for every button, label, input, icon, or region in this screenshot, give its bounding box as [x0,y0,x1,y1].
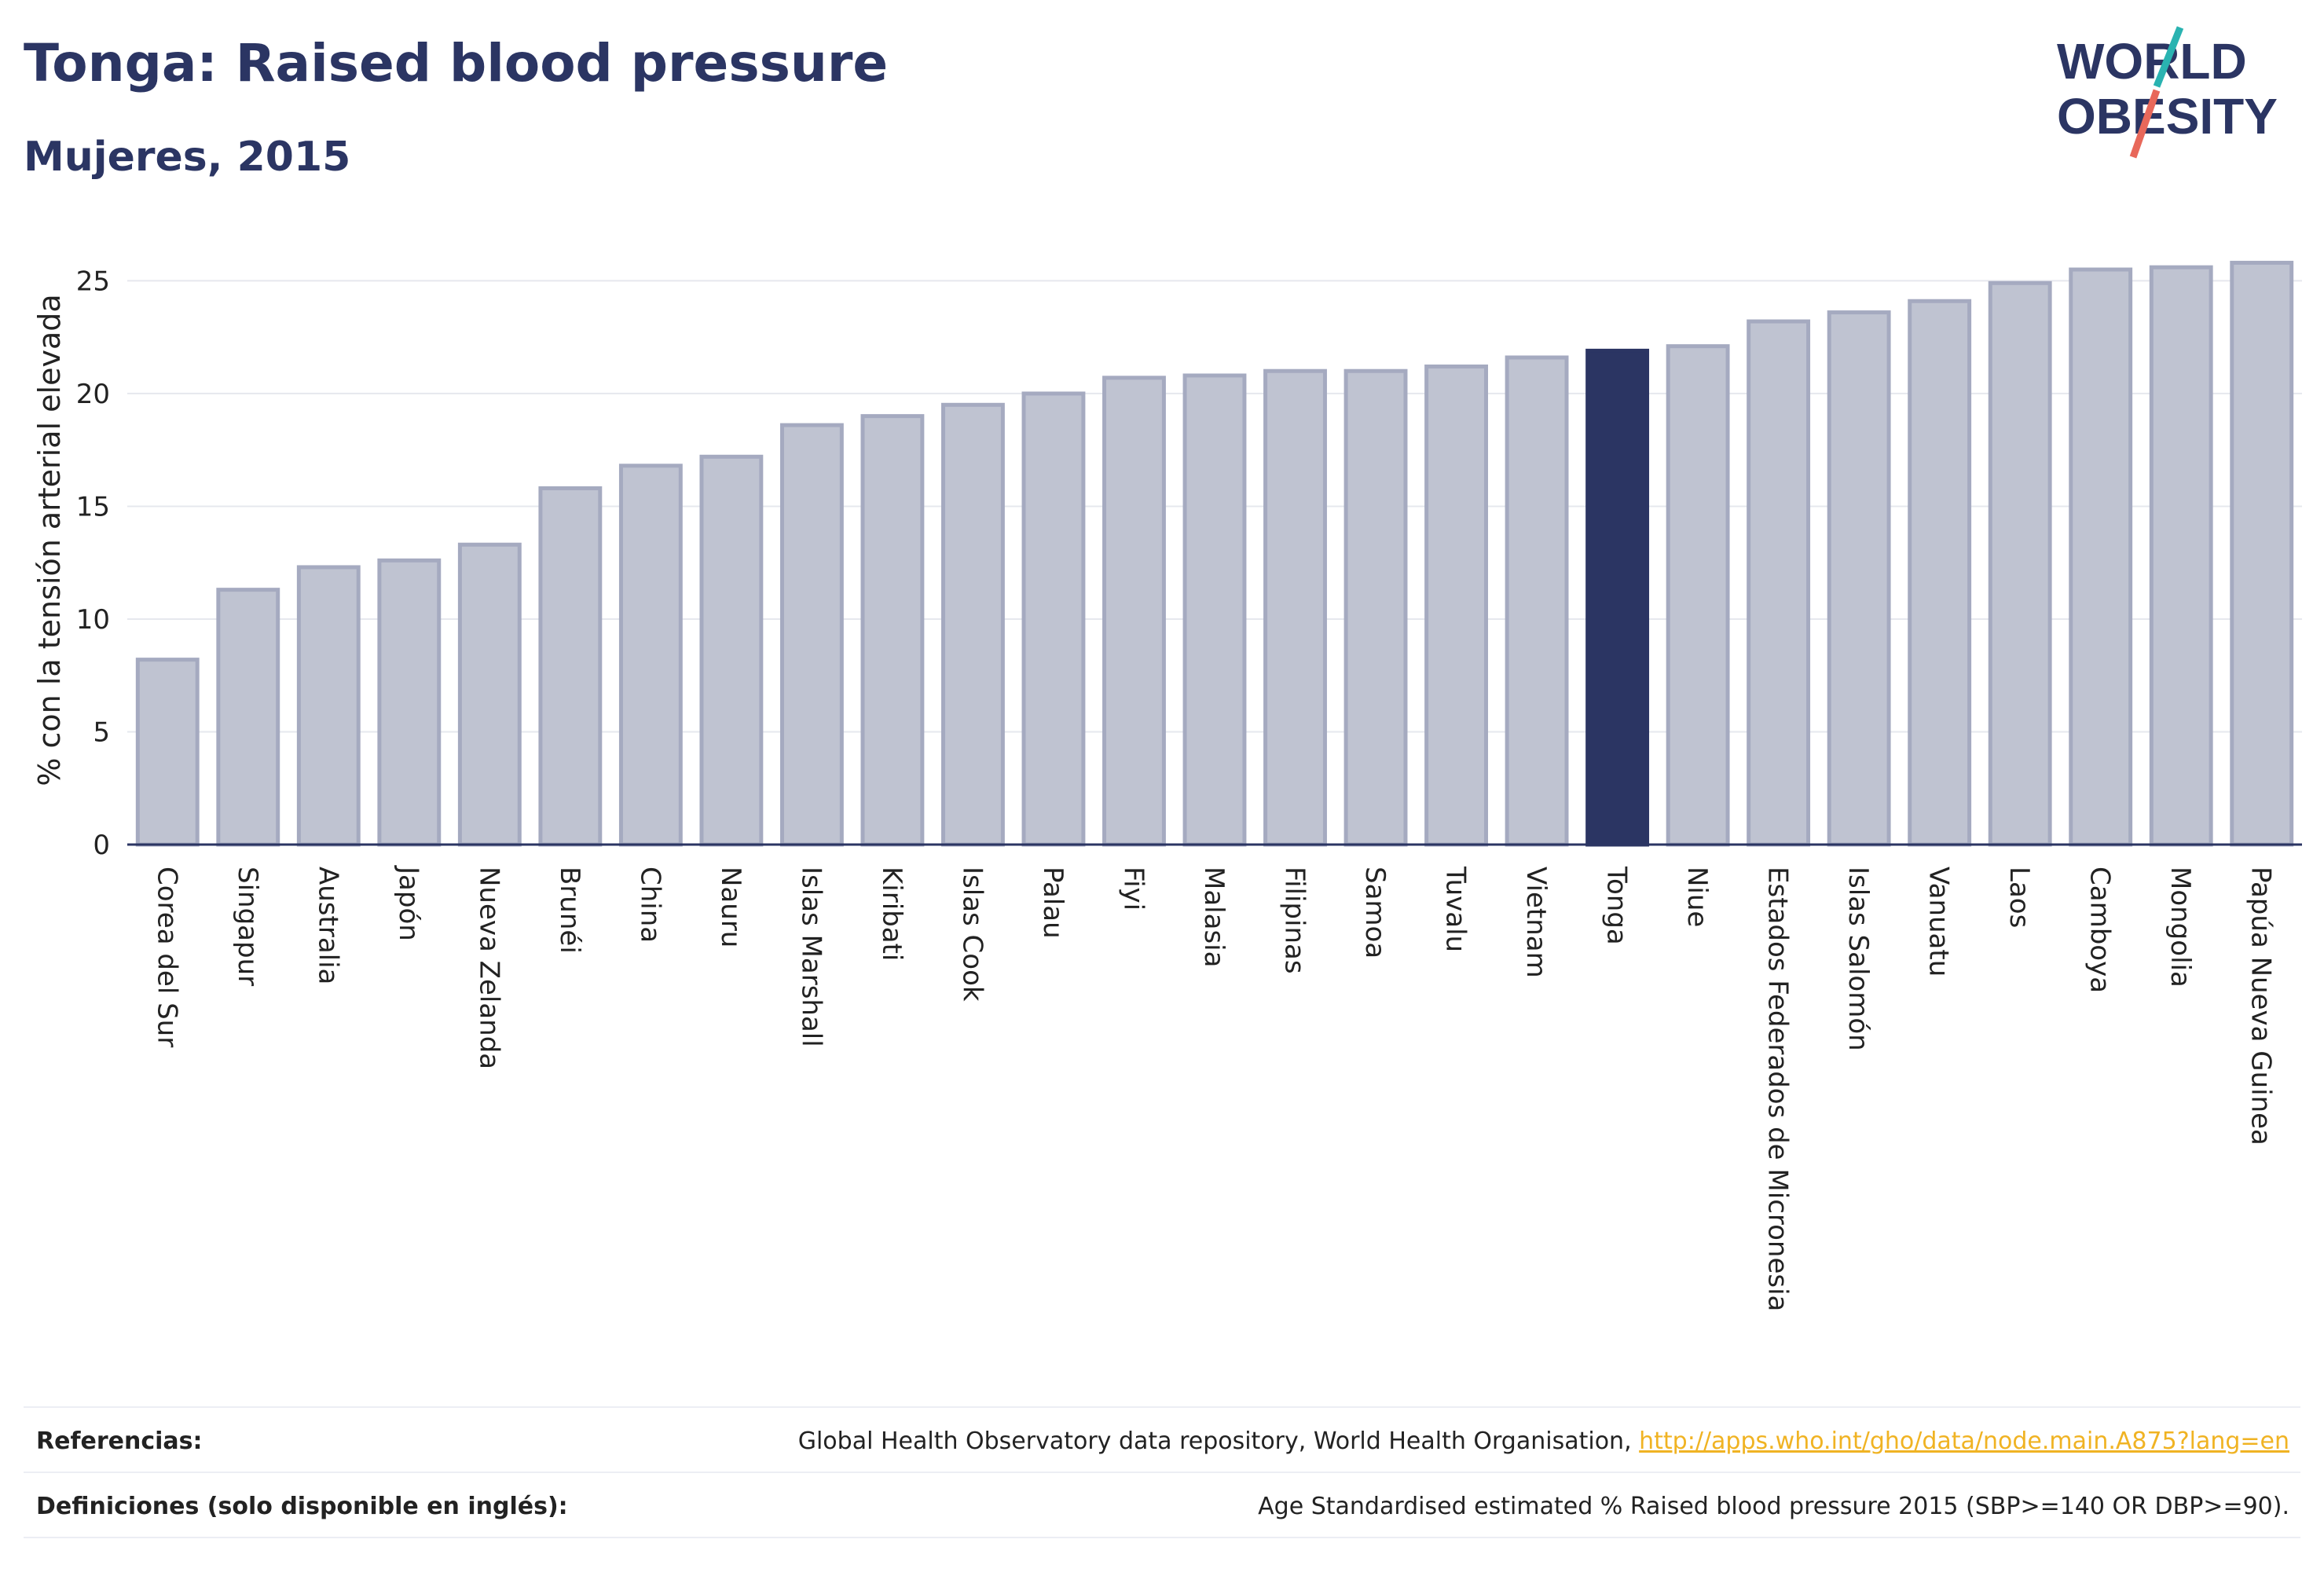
bar [1102,376,1166,847]
chart-subtitle: Mujeres, 2015 [24,134,351,181]
bar [1505,355,1569,847]
references-text: Global Health Observatory data repositor… [797,1427,1640,1455]
bar [457,542,522,847]
references-link[interactable]: http://apps.who.int/gho/data/node.main.A… [1639,1427,2289,1455]
bar [779,423,844,847]
x-tick-label: Islas Cook [956,867,988,1002]
bar [1182,373,1247,847]
x-tick-label: Filipinas [1279,867,1310,974]
x-tick-label: Papúa Nueva Guinea [2245,867,2277,1145]
x-tick-label: Australia [312,867,343,984]
x-tick-label: Samoa [1359,867,1391,958]
bar [1343,368,1408,847]
bar-highlight-tonga [1585,348,1650,847]
bar [135,658,200,847]
x-tick-label: Laos [2003,867,2035,928]
footer-divider-top [24,1406,2300,1408]
chart-title: Tonga: Raised blood pressure [24,33,889,93]
x-tick-label: Brunéi [554,867,585,954]
x-tick-label: Estados Federados de Micronesia [1762,867,1794,1311]
x-tick-label: Corea del Sur [151,867,182,1047]
bar [1021,391,1086,847]
x-tick-label: Fiyi [1117,867,1149,911]
bar [1827,310,1891,847]
x-tick-label: Islas Salomón [1842,867,1874,1051]
y-axis-title: % con la tensión arterial elevada [32,294,67,786]
x-tick-label: Camboya [2084,867,2116,993]
x-tick-label: China [634,867,665,943]
bar [1747,319,1811,847]
x-tick-label: Tuvalu [1440,866,1472,952]
references-row: Referencias: Global Health Observatory d… [24,1410,2300,1472]
footer-divider-bottom [24,1537,2300,1538]
bar-chart: 0 5 10 15 20 25 % con la tensión arterial elev… [32,260,2302,1311]
logo-line2: OBESITY [2057,88,2278,145]
y-tick-label: 0 [93,830,110,861]
x-tick-label: Tonga [1601,866,1633,945]
x-tick-label: Japón [393,865,424,941]
x-tick-label: Niue [1681,867,1713,927]
world-obesity-logo: WORLD OBESITY [2051,24,2302,165]
bar [216,588,280,847]
definitions-label: Definiciones (solo disponible en inglés)… [36,1492,568,1520]
logo-slash-red [2129,89,2161,159]
bar [296,565,361,847]
bar [1666,344,1730,847]
y-tick-label: 25 [76,266,110,297]
bar [941,402,1005,847]
bar [2069,267,2133,847]
bar [377,558,442,847]
x-tick-label: Vietnam [1520,867,1552,978]
bar [2149,265,2213,847]
y-tick-label: 10 [76,604,110,636]
references-label: Referencias: [36,1427,203,1455]
x-tick-label: Kiribati [876,867,907,961]
bar [1988,280,2052,847]
y-tick-label: 15 [76,491,110,522]
y-tick-label: 5 [93,717,110,748]
x-tick-label: Nueva Zelanda [473,867,504,1069]
y-tick-label: 20 [76,379,110,410]
x-tick-label: Malasia [1198,867,1230,967]
definitions-text: Age Standardised estimated % Raised bloo… [1258,1492,2289,1520]
logo-slash-teal [2153,26,2184,88]
x-tick-label: Nauru [715,867,746,947]
bar [860,414,925,847]
x-tick-label: Palau [1037,867,1069,939]
bar [618,464,683,847]
bar [1263,368,1327,847]
bar [1908,299,1972,847]
bar [2230,260,2294,847]
bar [699,454,764,847]
x-tick-label: Islas Marshall [795,867,827,1047]
logo-line1: WORLD [2057,33,2247,90]
footer-divider-middle [24,1472,2300,1473]
x-tick-label: Mongolia [2165,867,2196,988]
references-value: Global Health Observatory data repositor… [798,1428,2300,1455]
x-tick-label: Vanuatu [1923,867,1955,977]
x-tick-label: Singapur [232,867,263,986]
definitions-row: Definiciones (solo disponible en inglés)… [24,1475,2300,1537]
bar [1424,364,1488,847]
bar [538,486,603,847]
